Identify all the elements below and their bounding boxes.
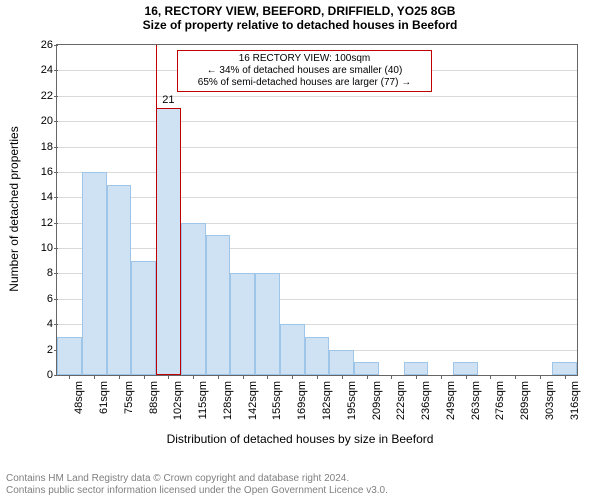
y-tick: 18 (41, 141, 57, 153)
x-tick-mark (292, 375, 293, 379)
x-tick: 88sqm (148, 381, 160, 414)
x-tick-mark (119, 375, 120, 379)
bar (107, 185, 132, 375)
info-box-line: ← 34% of detached houses are smaller (40… (182, 65, 427, 77)
bar-value-label: 21 (162, 94, 174, 106)
x-tick-mark (144, 375, 145, 379)
x-tick-mark (466, 375, 467, 379)
x-tick-mark (416, 375, 417, 379)
bar (206, 235, 231, 375)
y-tick: 14 (41, 191, 57, 203)
footer-line-1: Contains HM Land Registry data © Crown c… (6, 473, 594, 485)
chart-container: 16, RECTORY VIEW, BEEFORD, DRIFFIELD, YO… (0, 0, 600, 500)
x-tick: 169sqm (296, 381, 308, 420)
bar (82, 172, 107, 375)
x-tick: 75sqm (123, 381, 135, 414)
x-tick: 303sqm (544, 381, 556, 420)
bar (280, 324, 305, 375)
x-tick: 182sqm (321, 381, 333, 420)
y-tick: 0 (47, 369, 57, 381)
x-tick-mark (267, 375, 268, 379)
x-tick-mark (94, 375, 95, 379)
x-tick-mark (515, 375, 516, 379)
y-tick: 2 (47, 344, 57, 356)
plot-area: 0246810121416182022242648sqm61sqm75sqm88… (56, 44, 578, 376)
bar (354, 362, 379, 375)
y-axis-label: Number of detached properties (7, 126, 21, 291)
bar (552, 362, 577, 375)
x-tick-mark (490, 375, 491, 379)
x-tick: 115sqm (197, 381, 209, 419)
x-tick-mark (441, 375, 442, 379)
x-tick: 48sqm (73, 381, 85, 414)
y-tick: 8 (47, 267, 57, 279)
grid-line (57, 223, 577, 224)
x-tick-mark (317, 375, 318, 379)
bar (230, 273, 255, 375)
footer-line-2: Contains public sector information licen… (6, 485, 594, 497)
x-tick-mark (218, 375, 219, 379)
bar (181, 223, 206, 375)
y-tick: 12 (41, 217, 57, 229)
bar (131, 261, 156, 375)
x-tick: 289sqm (519, 381, 531, 420)
x-tick-mark (540, 375, 541, 379)
x-tick: 102sqm (172, 381, 184, 420)
highlight-rule (156, 45, 157, 375)
x-tick: 263sqm (470, 381, 482, 420)
x-tick: 249sqm (445, 381, 457, 420)
x-tick-mark (391, 375, 392, 379)
y-tick: 4 (47, 318, 57, 330)
grid-line (57, 121, 577, 122)
bar (255, 273, 280, 375)
bar (453, 362, 478, 375)
bar (57, 337, 82, 375)
x-tick: 155sqm (271, 381, 283, 420)
x-tick-mark (193, 375, 194, 379)
x-tick-mark (69, 375, 70, 379)
x-tick-mark (367, 375, 368, 379)
x-axis-label: Distribution of detached houses by size … (167, 432, 434, 446)
y-tick: 20 (41, 115, 57, 127)
bar (305, 337, 330, 375)
x-tick: 209sqm (371, 381, 383, 420)
grid-line (57, 96, 577, 97)
grid-line (57, 172, 577, 173)
chart-area: 0246810121416182022242648sqm61sqm75sqm88… (0, 0, 600, 500)
x-tick: 236sqm (420, 381, 432, 420)
info-box-line: 16 RECTORY VIEW: 100sqm (182, 53, 427, 65)
x-tick: 222sqm (395, 381, 407, 420)
x-tick: 276sqm (494, 381, 506, 420)
y-tick: 10 (41, 242, 57, 254)
x-tick-mark (565, 375, 566, 379)
footer: Contains HM Land Registry data © Crown c… (6, 473, 594, 496)
grid-line (57, 147, 577, 148)
x-tick: 128sqm (222, 381, 234, 420)
grid-line (57, 248, 577, 249)
bar-highlight (156, 108, 181, 375)
bar (404, 362, 429, 375)
grid-line (57, 197, 577, 198)
x-tick-mark (342, 375, 343, 379)
bar (329, 350, 354, 375)
x-tick: 61sqm (98, 381, 110, 414)
info-box-line: 65% of semi-detached houses are larger (… (182, 77, 427, 89)
y-tick: 22 (41, 90, 57, 102)
y-tick: 24 (41, 64, 57, 76)
x-tick-mark (243, 375, 244, 379)
y-tick: 16 (41, 166, 57, 178)
y-tick: 6 (47, 293, 57, 305)
x-tick-mark (168, 375, 169, 379)
x-tick: 142sqm (247, 381, 259, 420)
info-box: 16 RECTORY VIEW: 100sqm← 34% of detached… (177, 50, 432, 92)
x-tick: 316sqm (569, 381, 581, 420)
x-tick: 195sqm (346, 381, 358, 420)
y-tick: 26 (41, 39, 57, 51)
